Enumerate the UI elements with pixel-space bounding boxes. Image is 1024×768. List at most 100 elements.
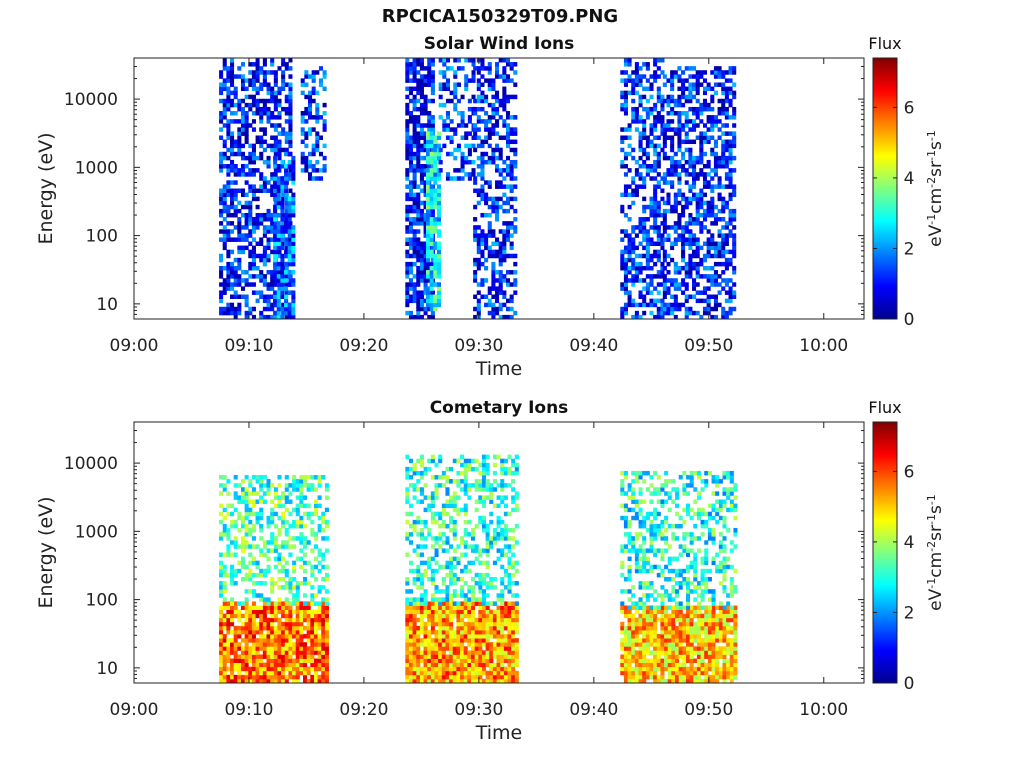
heatmap-cell — [699, 225, 704, 230]
heatmap-cell — [513, 164, 518, 169]
heatmap-cell — [498, 306, 503, 312]
heatmap-cell — [270, 499, 275, 504]
heatmap-cell — [623, 82, 628, 87]
heatmap-cell — [699, 155, 704, 161]
heatmap-cell — [656, 184, 661, 189]
heatmap-cell — [620, 229, 625, 234]
heatmap-cell — [281, 666, 286, 672]
heatmap-cell — [649, 143, 654, 149]
heatmap-cell — [702, 102, 708, 108]
heatmap-cell — [487, 102, 492, 108]
data-group-3 — [405, 601, 519, 684]
heatmap-cell — [219, 221, 224, 226]
heatmap-cell — [438, 589, 443, 594]
heatmap-cell — [408, 638, 414, 643]
heatmap-cell — [423, 106, 428, 112]
heatmap-cell — [491, 270, 496, 275]
heatmap-cell — [514, 658, 519, 664]
heatmap-cell — [656, 204, 661, 210]
heatmap-cell — [273, 290, 278, 295]
heatmap-cell — [426, 135, 431, 140]
heatmap-cell — [430, 515, 435, 521]
heatmap-cell — [732, 90, 737, 96]
heatmap-cell — [284, 82, 289, 87]
heatmap-cell — [322, 127, 327, 132]
heatmap-cell — [284, 674, 289, 680]
heatmap-cell — [248, 241, 253, 246]
heatmap-cell — [460, 115, 465, 120]
heatmap-cell — [270, 642, 275, 647]
heatmap-cell — [310, 483, 315, 488]
heatmap-cell — [481, 658, 487, 664]
heatmap-cell — [255, 642, 260, 647]
heatmap-cell — [507, 666, 512, 672]
heatmap-cell — [673, 204, 678, 210]
heatmap-cell — [480, 62, 485, 67]
heatmap-cell — [426, 208, 431, 214]
heatmap-cell — [277, 483, 282, 488]
heatmap-cell — [405, 519, 410, 525]
heatmap-cell — [491, 159, 496, 165]
heatmap-cell — [412, 650, 417, 655]
heatmap-cell — [408, 208, 414, 214]
heatmap-cell — [273, 184, 278, 189]
heatmap-cell — [677, 66, 682, 71]
heatmap-cell — [321, 515, 326, 521]
heatmap-cell — [502, 74, 507, 79]
heatmap-cell — [416, 479, 421, 484]
heatmap-cell — [732, 123, 737, 128]
heatmap-cell — [634, 90, 639, 96]
heatmap-cell — [423, 678, 428, 684]
heatmap-cell — [620, 159, 625, 165]
heatmap-cell — [248, 217, 253, 222]
heatmap-cell — [299, 654, 304, 659]
heatmap-cell — [306, 487, 311, 492]
heatmap-cell — [623, 290, 628, 295]
heatmap-cell — [321, 629, 326, 635]
heatmap-cell — [717, 282, 722, 287]
heatmap-cell — [306, 475, 311, 480]
heatmap-cell — [509, 66, 514, 71]
heatmap-cell — [464, 172, 469, 177]
heatmap-cell — [317, 613, 322, 619]
heatmap-cell — [300, 168, 305, 173]
heatmap-cell — [480, 282, 485, 287]
heatmap-cell — [695, 212, 700, 218]
heatmap-cell — [660, 298, 665, 304]
heatmap-cell — [419, 257, 424, 263]
heatmap-cell — [405, 646, 410, 651]
heatmap-cell — [300, 131, 305, 136]
heatmap-cell — [416, 229, 421, 234]
heatmap-cell — [240, 654, 246, 659]
heatmap-cell — [634, 119, 639, 124]
heatmap-cell — [702, 98, 708, 104]
heatmap-cell — [732, 265, 737, 271]
heatmap-cell — [495, 131, 500, 136]
heatmap-cell — [412, 617, 417, 623]
heatmap-cell — [324, 662, 329, 668]
heatmap-cell — [673, 302, 678, 308]
heatmap-cell — [692, 111, 697, 116]
heatmap-cell — [713, 274, 718, 279]
heatmap-cell — [706, 172, 711, 177]
heatmap-cell — [662, 74, 667, 79]
heatmap-cell — [724, 290, 729, 295]
heatmap-cell — [695, 86, 700, 92]
heatmap-cell — [311, 70, 316, 75]
heatmap-cell — [662, 265, 667, 271]
heatmap-cell — [281, 78, 286, 83]
heatmap-cell — [248, 282, 253, 287]
heatmap-cell — [405, 70, 410, 75]
heatmap-cell — [728, 70, 733, 75]
heatmap-cell — [489, 609, 494, 615]
heatmap-cell — [442, 123, 447, 128]
heatmap-cell — [299, 609, 304, 615]
heatmap-cell — [430, 212, 435, 218]
heatmap-cell — [449, 625, 454, 631]
heatmap-cell — [478, 605, 483, 610]
heatmap-cell — [230, 650, 235, 655]
heatmap-cell — [273, 540, 278, 545]
heatmap-cell — [441, 532, 446, 537]
heatmap-cell — [270, 629, 275, 635]
heatmap-cell — [292, 544, 297, 549]
